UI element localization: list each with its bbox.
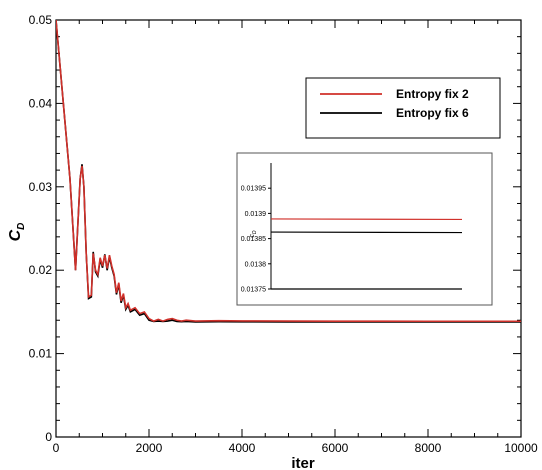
inset-y-axis-label-main: c <box>249 234 256 238</box>
x-tick-label: 6000 <box>322 441 349 455</box>
inset-y-tick-label: 0.0138 <box>245 261 267 268</box>
series-line-2 <box>56 20 521 323</box>
x-tick-label: 4000 <box>229 441 256 455</box>
y-tick-label: 0.03 <box>29 180 53 194</box>
y-tick-label: 0.04 <box>29 96 53 110</box>
legend-label: Entropy fix 6 <box>396 106 469 120</box>
inset-plot: 0.01375 0.0138 0.01385 0.0139 0.01395 cD <box>236 152 493 306</box>
inset-frame <box>236 152 493 306</box>
inset-series-line-2 <box>270 231 463 234</box>
inset-series-line-1 <box>270 218 463 221</box>
main-ticks: 0 2000 4000 6000 8000 10000 0 0.01 0.02 0.03 0.04 0… <box>29 13 538 455</box>
inset-y-tick-label: 0.0139 <box>245 211 267 218</box>
legend-label: Entropy fix 2 <box>396 87 469 101</box>
inset-y-tick-label: 0.01385 <box>241 236 266 243</box>
y-axis-label-sub: D <box>16 223 27 230</box>
y-tick-label: 0 <box>45 430 52 444</box>
inset-y-tick-label: 0.01395 <box>241 186 266 193</box>
main-series <box>56 20 521 323</box>
legend-box <box>305 77 501 139</box>
y-axis-label-main: C <box>7 229 24 241</box>
x-axis-label: iter <box>291 455 315 470</box>
y-tick-label: 0.02 <box>29 263 53 277</box>
inset-y-tick-label: 0.01375 <box>241 287 266 294</box>
x-tick-label: 10000 <box>504 441 538 455</box>
inset-y-axis-label: cD <box>249 230 258 238</box>
y-tick-label: 0.01 <box>29 347 53 361</box>
x-tick-label: 8000 <box>415 441 442 455</box>
y-axis-label: CD <box>7 223 27 242</box>
legend: Entropy fix 2 Entropy fix 6 <box>305 77 501 139</box>
x-tick-label: 0 <box>53 441 60 455</box>
y-tick-label: 0.05 <box>29 13 53 27</box>
series-line-1 <box>56 20 521 323</box>
x-tick-label: 2000 <box>136 441 163 455</box>
inset-y-axis-label-sub: D <box>252 230 258 234</box>
